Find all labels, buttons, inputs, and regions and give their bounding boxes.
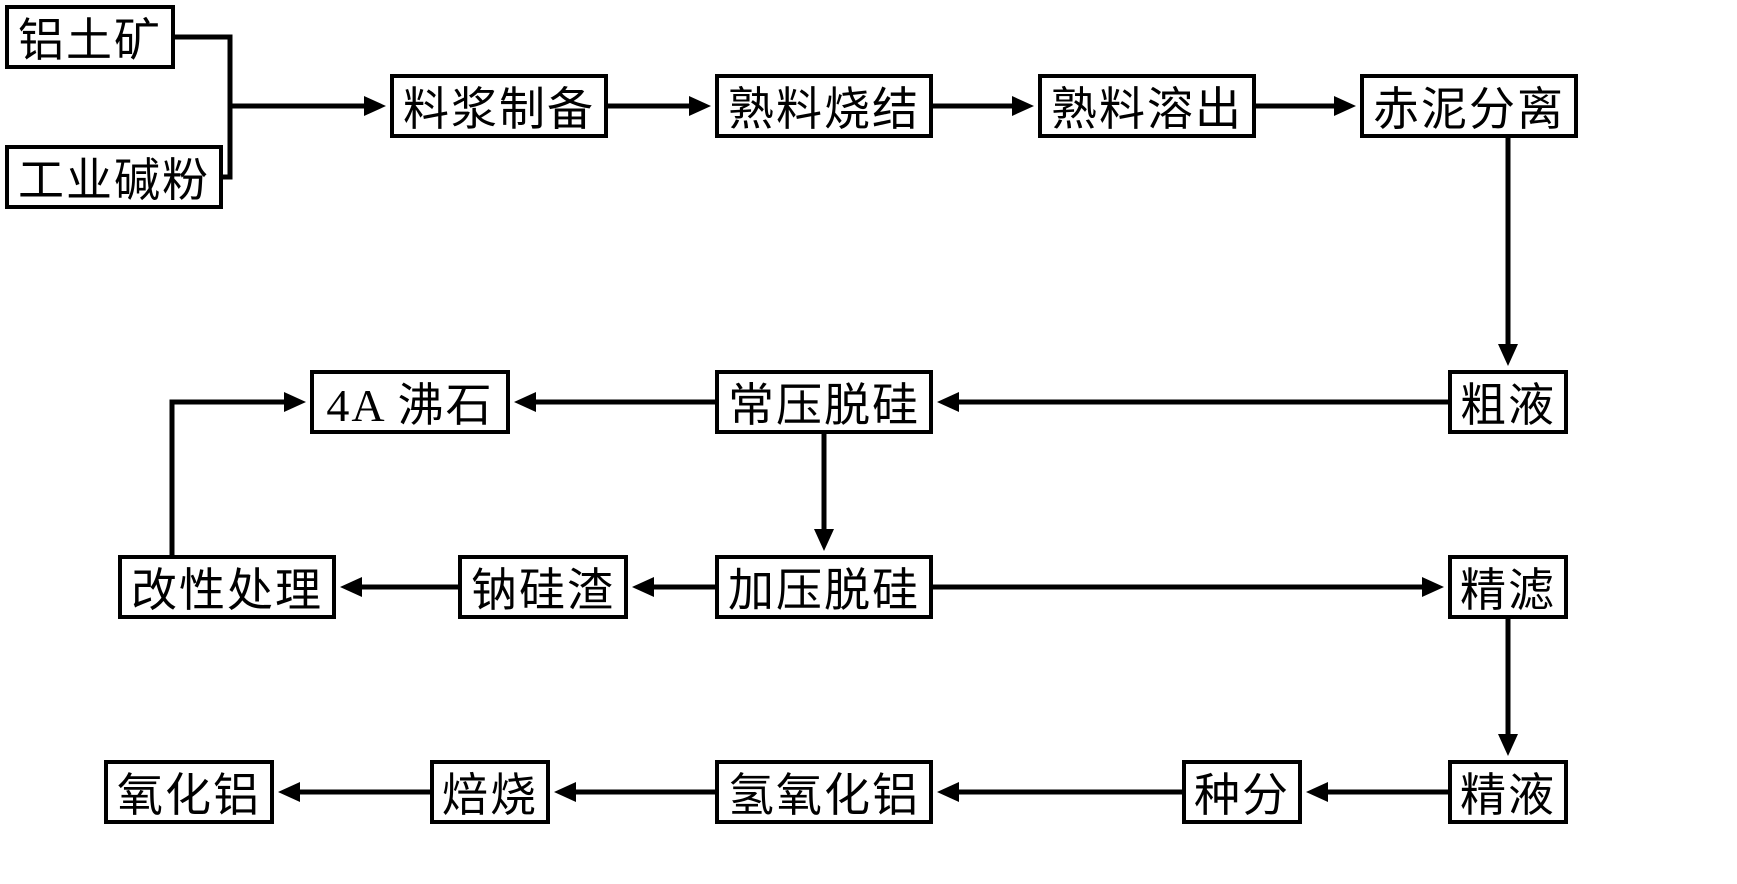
node-n_bauxite: 铝土矿	[5, 5, 175, 69]
node-n_crude: 粗液	[1448, 370, 1568, 434]
node-n_atmdesi: 常压脱硅	[715, 370, 933, 434]
arrowhead-n_roast-n_alumina	[278, 782, 300, 802]
node-n_sinter: 熟料烧结	[715, 74, 933, 138]
arrowhead-n_sinter-n_digest	[1012, 96, 1034, 116]
node-n_alkali: 工业碱粉	[5, 145, 223, 209]
arrowhead-n_digest-n_redmud	[1334, 96, 1356, 116]
arrowhead-n_modify-n_zeolite	[284, 392, 306, 412]
node-n_seed: 种分	[1182, 760, 1302, 824]
node-n_naslag: 钠硅渣	[458, 555, 628, 619]
flowchart-canvas: 铝土矿工业碱粉 料浆制备 熟料烧结 熟料溶出 赤泥分离粗液 常压脱硅 4A 沸石加压脱硅 钠硅…	[0, 0, 1737, 884]
arrowhead-n_naslag-n_modify	[340, 577, 362, 597]
node-n_pressdesi: 加压脱硅	[715, 555, 933, 619]
edge-n_modify-n_zeolite	[172, 402, 293, 555]
node-n_digest: 熟料溶出	[1038, 74, 1256, 138]
arrowhead-n_crude-n_atmdesi	[937, 392, 959, 412]
node-n_liquor: 精液	[1448, 760, 1568, 824]
arrowhead-n_liquor-n_seed	[1306, 782, 1328, 802]
edge-n_alkali-n_slurry	[223, 106, 373, 177]
node-n_finefilt: 精滤	[1448, 555, 1568, 619]
edge-n_bauxite-n_slurry	[175, 37, 230, 106]
node-n_alhydrox: 氢氧化铝	[715, 760, 933, 824]
arrowhead-n_pressdesi-n_finefilt	[1422, 577, 1444, 597]
node-n_slurry: 料浆制备	[390, 74, 608, 138]
arrowhead-n_alhydrox-n_roast	[554, 782, 576, 802]
arrowhead-n_seed-n_alhydrox	[937, 782, 959, 802]
arrowhead-n_redmud-n_crude	[1498, 344, 1518, 366]
arrowhead-n_slurry-n_sinter	[689, 96, 711, 116]
node-n_modify: 改性处理	[118, 555, 336, 619]
arrowhead-n_alkali-n_slurry	[364, 96, 386, 116]
arrowhead-n_atmdesi-n_pressdesi	[814, 529, 834, 551]
arrowhead-n_pressdesi-n_naslag	[632, 577, 654, 597]
node-n_alumina: 氧化铝	[104, 760, 274, 824]
arrowhead-n_finefilt-n_liquor	[1498, 734, 1518, 756]
node-n_roast: 焙烧	[430, 760, 550, 824]
arrowhead-n_atmdesi-n_zeolite	[514, 392, 536, 412]
node-n_redmud: 赤泥分离	[1360, 74, 1578, 138]
node-n_zeolite: 4A 沸石	[310, 370, 510, 434]
